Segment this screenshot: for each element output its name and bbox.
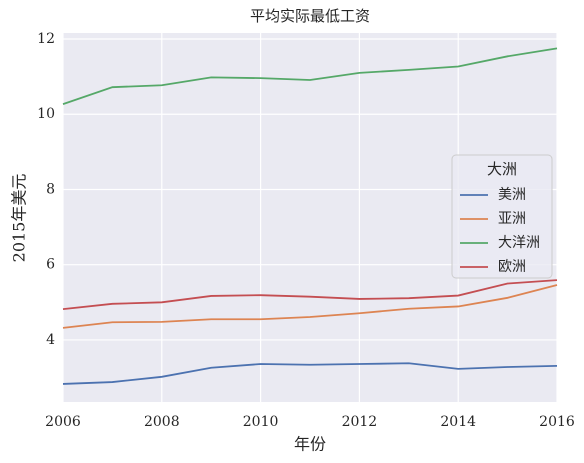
x-tick-label: 2012 xyxy=(342,414,378,430)
y-tick-label: 12 xyxy=(37,31,55,47)
x-axis-label: 年份 xyxy=(294,435,326,454)
legend-label: 美洲 xyxy=(498,187,526,203)
series-line xyxy=(62,362,558,385)
legend-label: 欧洲 xyxy=(498,259,526,275)
y-axis-label: 2015年美元 xyxy=(10,174,29,263)
x-tick-label: 2016 xyxy=(539,414,575,430)
legend-label: 大洋洲 xyxy=(498,235,540,251)
y-tick-label: 10 xyxy=(37,106,55,122)
series-line xyxy=(62,279,558,310)
y-tick-label: 8 xyxy=(46,181,55,197)
x-tick-label: 2010 xyxy=(243,414,279,430)
legend-box xyxy=(451,154,553,279)
y-tick-label: 4 xyxy=(46,332,55,348)
chart-title: 平均实际最低工资 xyxy=(250,7,370,25)
legend-title: 大洲 xyxy=(487,160,517,178)
x-tick-label: 2014 xyxy=(440,414,476,430)
series-line xyxy=(62,47,558,105)
x-tick-label: 2006 xyxy=(45,414,81,430)
y-tick-label: 6 xyxy=(46,257,55,273)
legend-label: 亚洲 xyxy=(498,211,526,227)
x-tick-label: 2008 xyxy=(144,414,180,430)
series-line xyxy=(62,284,558,329)
